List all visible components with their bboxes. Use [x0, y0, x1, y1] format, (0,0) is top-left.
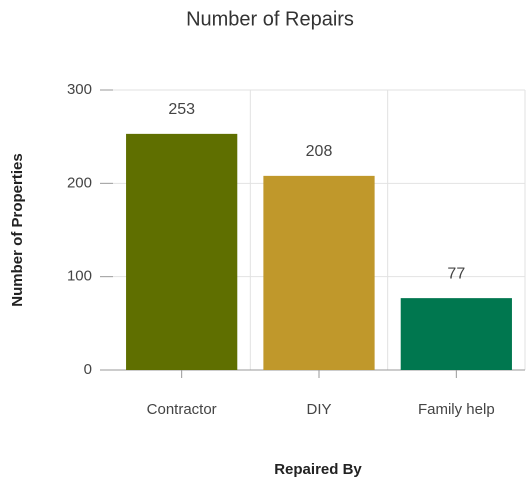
x-tick-label: Contractor [147, 401, 217, 418]
y-tick-label: 200 [67, 174, 92, 191]
y-tick-label: 100 [67, 268, 92, 285]
bar [126, 133, 238, 370]
bar [263, 175, 375, 370]
value-label: 77 [447, 265, 465, 282]
bar [400, 298, 512, 370]
chart-title: Number of Repairs [186, 8, 354, 30]
x-tick-label: DIY [306, 401, 331, 418]
y-axis-title: Number of Properties [9, 153, 26, 306]
value-label: 208 [306, 143, 333, 160]
x-tick-label: Family help [418, 401, 495, 418]
y-tick-label: 0 [84, 361, 92, 378]
value-label: 253 [168, 101, 195, 118]
x-axis-title: Repaired By [274, 461, 362, 478]
y-tick-label: 300 [67, 81, 92, 98]
